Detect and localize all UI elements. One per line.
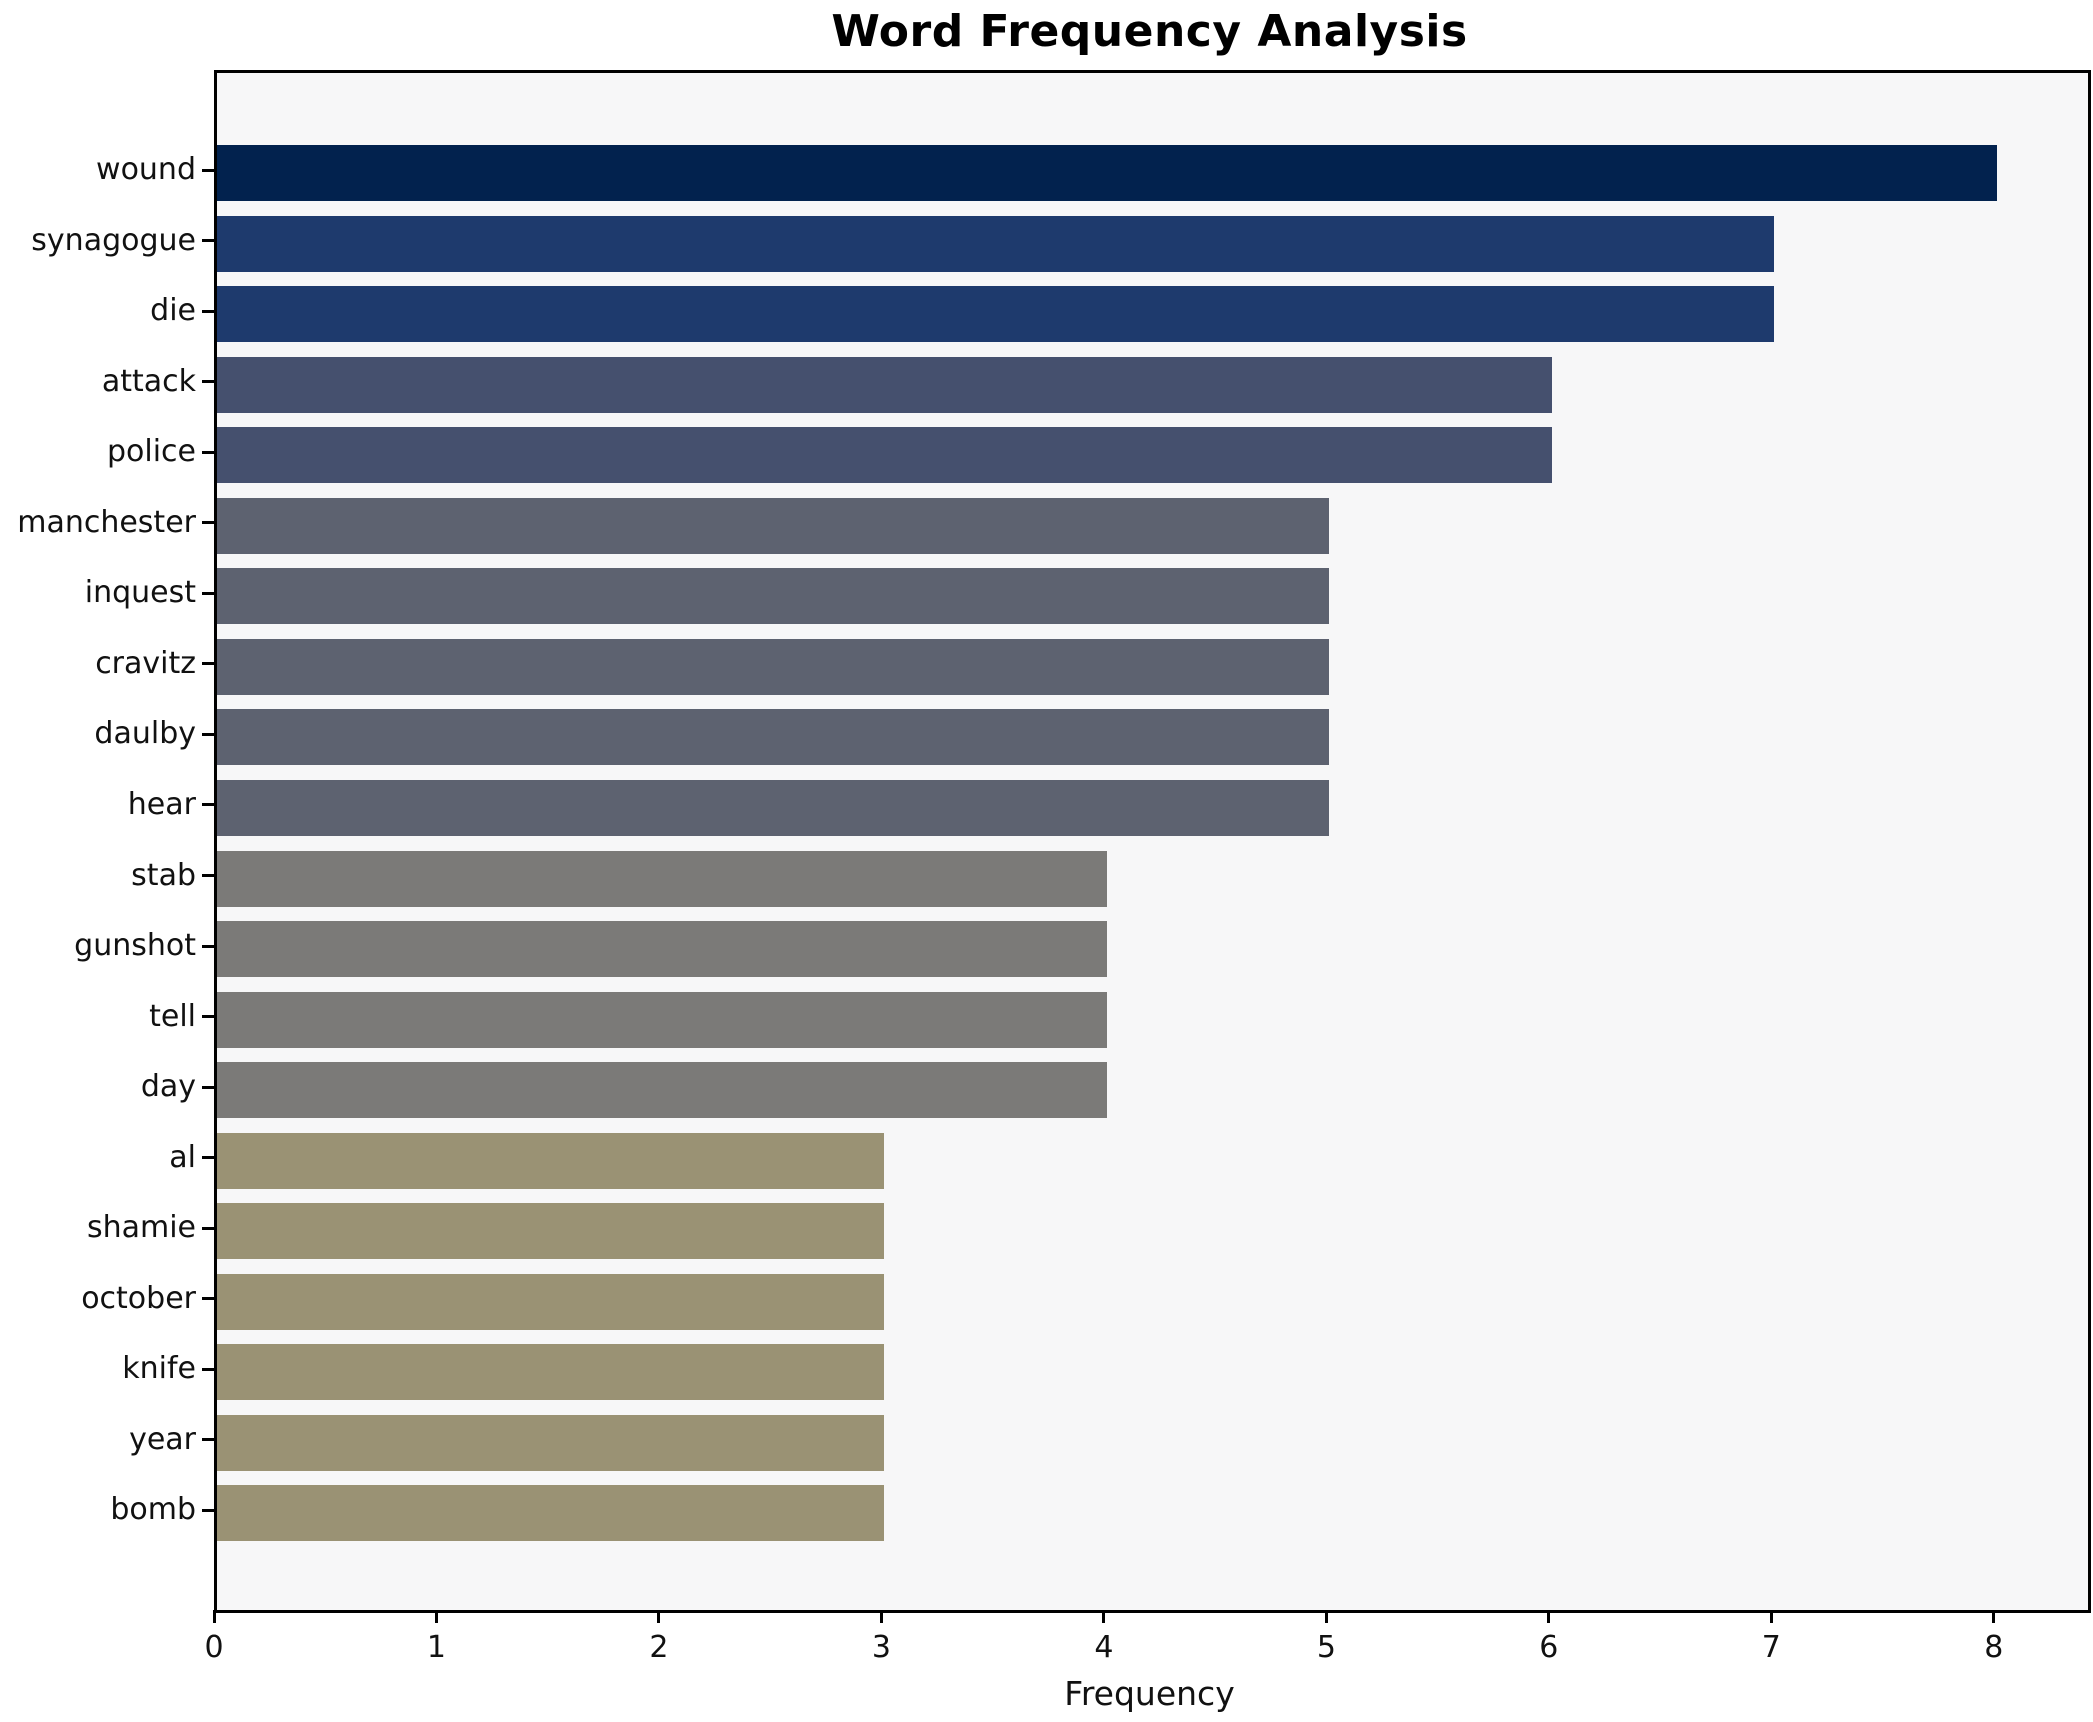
y-tick-label-year: year [129,1421,196,1457]
y-tick-label-al: al [169,1139,196,1175]
y-tick-mark [202,1438,214,1442]
x-tick-mark-3 [879,1610,883,1623]
y-tick-label-stab: stab [131,857,196,893]
y-tick-label-manchester: manchester [17,504,196,540]
bar-stab [217,850,1107,907]
bar-die [217,286,1775,343]
x-tick-mark-4 [1102,1610,1106,1623]
y-tick-label-day: day [140,1069,196,1105]
bar-wound [217,145,1997,201]
bar-attack [217,356,1552,413]
y-tick-mark [202,239,214,243]
x-tick-label-3: 3 [871,1630,891,1665]
bar-year [217,1414,885,1471]
y-tick-label-synagogue: synagogue [31,222,196,258]
x-tick-label-8: 8 [1984,1630,2004,1665]
x-tick-label-4: 4 [1094,1630,1114,1665]
x-tick-mark-1 [434,1610,438,1623]
y-tick-mark [202,944,214,948]
y-tick-mark [202,662,214,666]
y-tick-mark [202,1015,214,1019]
x-tick-mark-7 [1769,1610,1773,1623]
y-tick-mark [202,521,214,525]
chart-title: Word Frequency Analysis [831,6,1468,57]
y-tick-mark [202,450,214,454]
bar-al [217,1132,885,1189]
y-tick-label-police: police [106,434,196,470]
x-tick-label-6: 6 [1539,1630,1559,1665]
x-axis-label: Frequency [1064,1674,1235,1713]
x-tick-mark-0 [212,1610,216,1623]
y-tick-mark [202,1297,214,1301]
y-tick-mark [202,1085,214,1089]
y-tick-mark [202,1367,214,1371]
y-tick-label-bomb: bomb [110,1492,196,1528]
bar-daulby [217,709,1330,766]
x-tick-label-2: 2 [649,1630,669,1665]
y-tick-mark [202,874,214,877]
x-tick-label-7: 7 [1761,1630,1781,1665]
x-tick-mark-6 [1547,1610,1551,1623]
y-tick-label-tell: tell [149,998,196,1034]
bar-tell [217,991,1107,1048]
y-tick-label-october: october [81,1280,196,1316]
x-tick-mark-8 [1992,1610,1996,1623]
bar-cravitz [217,638,1330,695]
bar-knife [217,1344,885,1401]
bar-inquest [217,568,1330,625]
y-tick-label-daulby: daulby [94,716,196,752]
x-tick-label-0: 0 [204,1630,224,1665]
y-tick-label-hear: hear [127,786,196,822]
y-tick-mark [202,1226,214,1230]
y-tick-label-shamie: shamie [86,1210,196,1246]
y-tick-mark [202,380,214,384]
y-tick-mark [202,1508,214,1512]
bar-october [217,1273,885,1330]
x-tick-label-1: 1 [426,1630,447,1665]
y-tick-label-knife: knife [122,1351,196,1387]
y-tick-label-gunshot: gunshot [74,928,196,964]
bar-bomb [217,1485,885,1542]
bar-shamie [217,1203,885,1260]
y-tick-mark [202,1156,214,1160]
x-tick-mark-2 [657,1610,661,1623]
bar-manchester [217,497,1330,554]
y-tick-label-inquest: inquest [84,575,196,611]
x-tick-mark-5 [1324,1610,1328,1623]
y-tick-label-wound: wound [96,152,196,187]
y-tick-mark [202,803,214,807]
y-tick-label-die: die [150,293,196,329]
y-tick-mark [202,591,214,595]
y-tick-mark [202,309,214,313]
y-tick-label-attack: attack [101,363,196,399]
bar-day [217,1062,1107,1119]
bar-police [217,427,1552,484]
y-tick-label-cravitz: cravitz [95,645,196,681]
bar-gunshot [217,921,1107,978]
y-tick-mark [202,732,214,736]
bar-synagogue [217,215,1775,272]
x-tick-label-5: 5 [1316,1630,1336,1665]
plot-area [214,70,2091,1613]
y-tick-mark [202,168,214,172]
bar-hear [217,779,1330,836]
